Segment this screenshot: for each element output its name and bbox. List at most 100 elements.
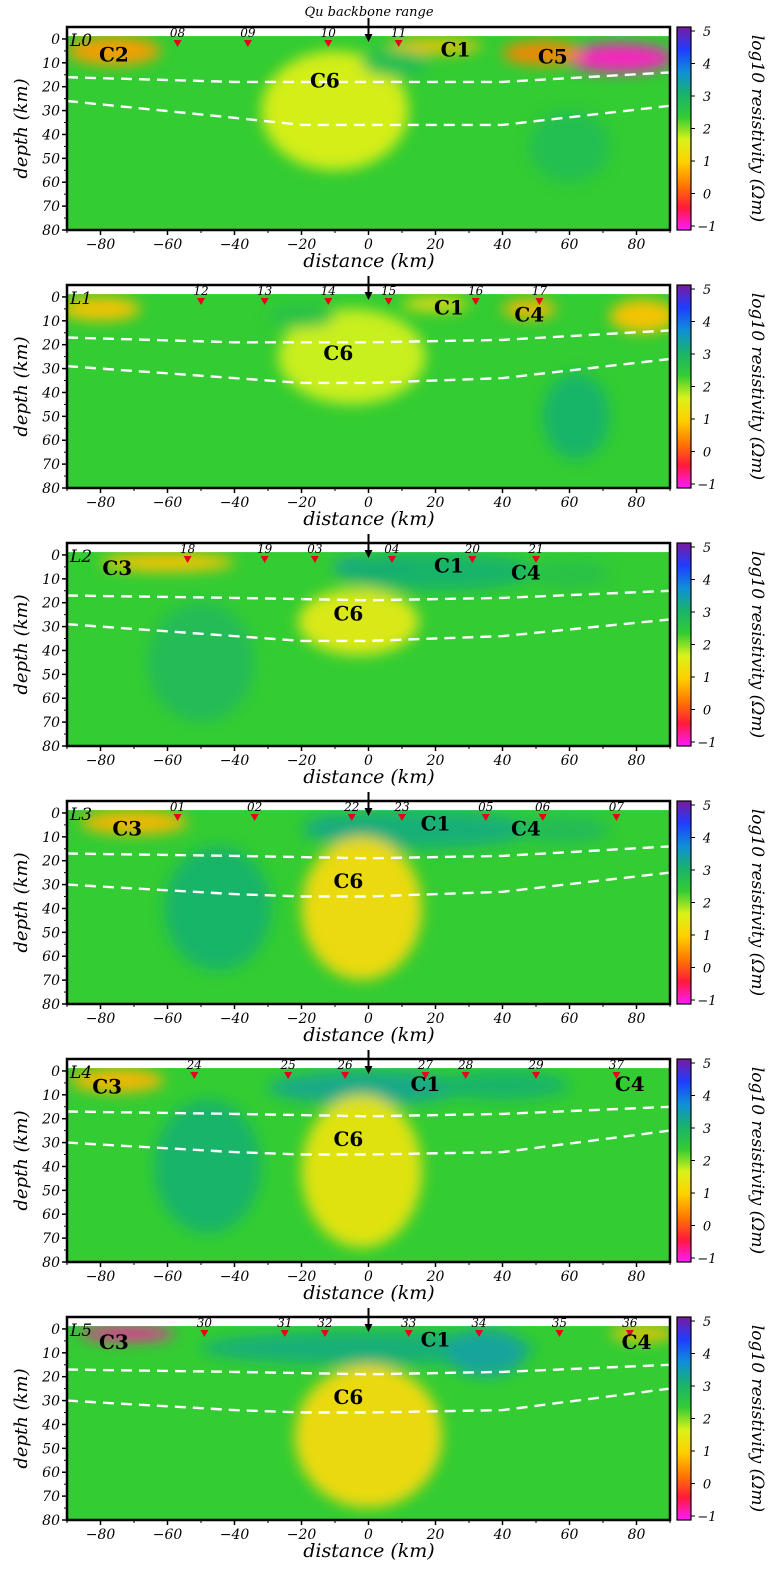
conductor-label: C6	[333, 1127, 363, 1151]
x-tick-label: 0	[364, 753, 373, 769]
panel-title: L0	[69, 31, 92, 51]
resistivity-anomaly	[80, 1326, 175, 1341]
station-label: 34	[471, 1316, 486, 1330]
y-tick-label: 50	[42, 1441, 60, 1457]
colorbar-label: log10 resistivity (Ωm)	[747, 551, 767, 738]
resistivity-section	[67, 543, 670, 746]
x-tick-label: −80	[86, 1011, 116, 1027]
x-tick-label: −20	[287, 495, 317, 511]
colorbar-tick-label: 5	[703, 799, 711, 814]
conductor-label: C4	[514, 303, 544, 327]
upper-boundary-line	[67, 845, 670, 860]
anomaly-group	[67, 296, 670, 460]
colorbar	[676, 284, 692, 489]
station-marker	[341, 1072, 350, 1079]
y-tick-label: 20	[41, 80, 60, 96]
resistivity-anomaly	[502, 41, 583, 66]
y-tick-label: 10	[42, 1346, 60, 1362]
x-tick-label: −60	[153, 495, 183, 511]
x-axis-label: distance (km)	[303, 1282, 434, 1304]
x-tick-label: −80	[86, 1269, 116, 1285]
colorbar-tick-label: 3	[703, 1122, 711, 1137]
station-label: 33	[401, 1316, 417, 1330]
y-tick-label: 60	[42, 1207, 60, 1223]
x-tick-label: −60	[153, 1011, 183, 1027]
anomaly-group	[67, 36, 670, 183]
station-marker	[347, 814, 356, 821]
station-marker	[555, 1330, 564, 1337]
station-label: 27	[417, 1058, 434, 1072]
colorbar-tick-label: 0	[703, 704, 711, 719]
resistivity-anomaly	[609, 1326, 670, 1341]
x-tick-label: −80	[86, 237, 116, 253]
x-tick-label: 40	[493, 1011, 512, 1027]
y-tick-label: 20	[41, 338, 60, 354]
y-tick-label: 20	[41, 854, 60, 870]
backbone-arrow-head	[364, 550, 373, 558]
x-tick-label: −60	[153, 753, 183, 769]
x-tick-label: −20	[287, 237, 317, 253]
station-marker	[173, 814, 182, 821]
colorbar-tick-label: −1	[697, 1252, 716, 1267]
station-marker	[183, 556, 192, 563]
station-label: 35	[552, 1316, 567, 1330]
y-axis-label: depth (km)	[11, 78, 32, 178]
x-tick-label: 60	[561, 237, 579, 253]
colorbar	[676, 800, 692, 1005]
y-tick-label: 80	[42, 997, 60, 1013]
x-tick-label: 60	[561, 1527, 579, 1543]
conductor-label: C6	[333, 601, 363, 625]
backbone-arrow-head	[364, 1066, 373, 1074]
conductor-label: C1	[441, 37, 471, 61]
resistivity-anomaly	[80, 810, 188, 835]
x-tick-label: 80	[628, 495, 646, 511]
y-tick-label: 50	[42, 151, 60, 167]
station-label: 37	[609, 1058, 625, 1072]
panel-title: L5	[69, 1321, 92, 1341]
colorbar-tick-label: 3	[703, 1380, 711, 1395]
x-tick-label: 60	[561, 1011, 579, 1027]
conductor-label: C2	[99, 42, 129, 66]
resistivity-anomaly	[268, 1070, 469, 1105]
resistivity-section	[67, 1059, 670, 1262]
resistivity-anomaly	[335, 552, 536, 591]
station-label: 32	[317, 1316, 332, 1330]
colorbar-tick-label: 0	[703, 1220, 711, 1235]
station-marker	[461, 1072, 470, 1079]
conductor-label: C6	[333, 1385, 363, 1409]
x-tick-label: 40	[493, 1527, 512, 1543]
station-marker	[280, 1330, 289, 1337]
resistivity-anomaly	[147, 602, 255, 723]
resistivity-section	[67, 285, 670, 488]
colorbar-tick-label: 1	[703, 155, 711, 170]
anomaly-group	[80, 1326, 670, 1509]
station-label: 05	[478, 800, 493, 814]
resistivity-anomaly	[515, 815, 610, 844]
upper-boundary-line	[67, 589, 670, 602]
conductor-label: C3	[92, 1074, 122, 1098]
x-tick-label: 20	[426, 1011, 445, 1027]
x-tick-label: −60	[153, 1527, 183, 1543]
conductor-label: C3	[102, 556, 132, 580]
y-tick-label: 40	[41, 901, 60, 917]
x-tick-label: −40	[220, 1269, 250, 1285]
x-tick-label: −40	[220, 1527, 250, 1543]
colorbar-tick-label: −1	[697, 1510, 716, 1525]
y-tick-label: 50	[42, 667, 60, 683]
y-tick-label: 40	[41, 127, 60, 143]
y-tick-label: 10	[42, 830, 60, 846]
colorbar-tick-label: 4	[702, 1348, 711, 1363]
colorbar	[676, 1316, 692, 1521]
y-tick-label: 70	[42, 715, 60, 731]
colorbar-tick-label: 5	[703, 25, 711, 40]
station-label: 04	[384, 542, 399, 556]
station-marker	[421, 1072, 430, 1079]
colorbar-label: log10 resistivity (Ωm)	[747, 293, 767, 480]
x-tick-label: −20	[287, 1011, 317, 1027]
x-tick-label: 80	[628, 753, 646, 769]
